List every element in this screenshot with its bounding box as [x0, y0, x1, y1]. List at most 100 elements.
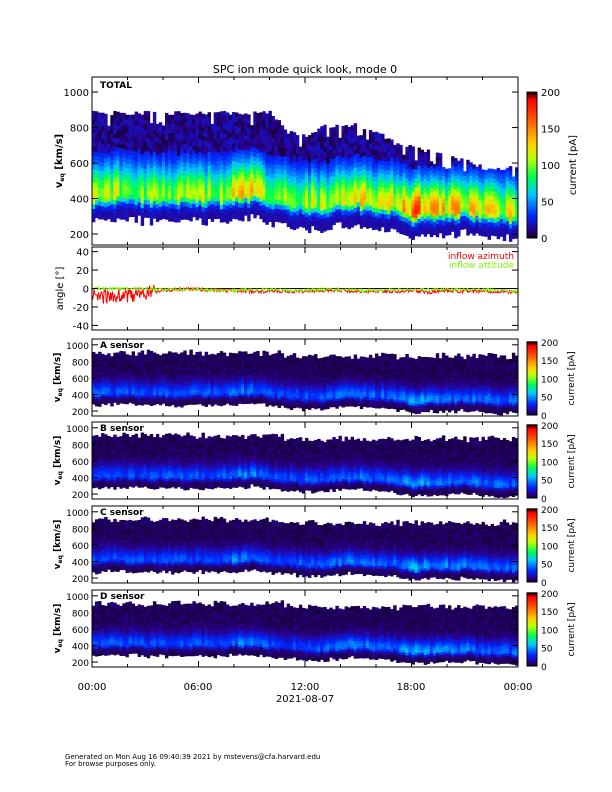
spectrogram-cell [280, 200, 285, 206]
spectrogram-cell [320, 188, 324, 194]
spectrogram-cell [235, 201, 239, 206]
spectrogram-cell [332, 367, 336, 370]
spectrogram-cell [335, 204, 339, 210]
spectrogram-cell [408, 176, 412, 181]
spectrogram-cell [259, 116, 263, 122]
spectrogram-cell [515, 207, 519, 212]
spectrogram-cell [375, 140, 379, 146]
spectrogram-cell [375, 136, 379, 141]
spectrogram-cell [298, 204, 303, 210]
spectrogram-cell [137, 166, 141, 172]
spectrogram-cell [192, 137, 196, 142]
spectrogram-cell [213, 130, 218, 135]
spectrogram-cell [305, 381, 309, 385]
spectrogram-cell [207, 174, 211, 180]
spectrogram-cell [110, 186, 114, 191]
spectrogram-cell [335, 358, 339, 362]
spectrogram-cell [408, 211, 412, 217]
spectrogram-cell [323, 222, 327, 227]
spectrogram-cell [308, 387, 312, 390]
spectrogram-cell [445, 204, 449, 209]
spectrogram-cell [362, 222, 367, 228]
spectrogram-cell [210, 398, 215, 402]
spectrogram-cell [98, 174, 102, 180]
spectrogram-cell [268, 365, 272, 369]
spectrogram-cell [286, 217, 291, 223]
spectrogram-cell [371, 176, 376, 182]
spectrogram-cell [371, 154, 376, 160]
spectrogram-cell [228, 380, 233, 383]
spectrogram-cell [350, 391, 354, 395]
spectrogram-cell [95, 182, 99, 188]
spectrogram-cell [98, 379, 102, 382]
spectrogram-cell [219, 173, 224, 179]
spectrogram-cell [119, 350, 123, 354]
spectrogram-cell [250, 380, 254, 384]
spectrogram-cell [107, 385, 111, 389]
spectrogram-cell [189, 364, 193, 368]
spectrogram-cell [213, 396, 218, 400]
spectrogram-cell [128, 185, 132, 191]
spectrogram-cell [359, 184, 364, 189]
spectrogram-cell [423, 152, 428, 157]
spectrogram-cell [396, 161, 400, 166]
spectrogram-cell [195, 149, 199, 154]
spectrogram-cell [338, 373, 342, 377]
spectrogram-cell [238, 184, 242, 190]
spectrogram-cell [107, 360, 111, 364]
spectrogram-cell [143, 204, 148, 209]
spectrogram-cell [277, 204, 281, 210]
spectrogram-cell [277, 177, 281, 183]
spectrogram-cell [92, 352, 96, 355]
spectrogram-cell [448, 212, 452, 218]
spectrogram-cell [210, 401, 215, 404]
spectrogram-cell [262, 400, 266, 404]
spectrogram-cell [323, 213, 327, 219]
spectrogram-cell [216, 375, 221, 379]
spectrogram-cell [241, 158, 245, 164]
spectrogram-cell [460, 220, 464, 226]
spectrogram-cell [119, 210, 123, 216]
spectrogram-cell [277, 377, 281, 381]
spectrogram-cell [113, 119, 117, 125]
spectrogram-cell [168, 386, 172, 389]
y-tick-label: 1000 [64, 88, 89, 99]
spectrogram-cell [92, 354, 96, 358]
spectrogram-cell [177, 213, 181, 218]
spectrogram-cell [277, 387, 281, 391]
spectrogram-cell [180, 152, 184, 158]
spectrogram-cell [219, 390, 224, 394]
spectrogram-cell [286, 405, 291, 409]
spectrogram-cell [305, 386, 309, 389]
spectrogram-cell [426, 185, 431, 190]
spectrogram-cell [298, 360, 303, 364]
spectrogram-cell [502, 231, 507, 237]
spectrogram-cell [302, 368, 306, 372]
spectrogram-cell [347, 403, 351, 407]
spectrogram-cell [250, 196, 254, 201]
spectrogram-cell [165, 112, 169, 118]
spectrogram-cell [326, 373, 330, 377]
spectrogram-cell [341, 359, 345, 363]
spectrogram-cell [149, 176, 154, 182]
spectrogram-cell [244, 126, 248, 132]
spectrogram-cell [222, 217, 227, 223]
spectrogram-cell [207, 165, 211, 171]
spectrogram-cell [222, 111, 227, 116]
spectrogram-cell [256, 197, 260, 202]
spectrogram-cell [286, 173, 291, 179]
spectrogram-cell [277, 385, 281, 389]
spectrogram-cell [478, 213, 482, 218]
spectrogram-cell [195, 401, 199, 405]
spectrogram-cell [241, 150, 245, 155]
spectrogram-cell [232, 156, 236, 162]
spectrogram-cell [183, 385, 187, 389]
spectrogram-cell [445, 221, 449, 227]
spectrogram-cell [292, 375, 297, 379]
spectrogram-cell [298, 173, 303, 179]
spectrogram-cell [332, 162, 336, 168]
spectrogram-cell [350, 187, 354, 193]
spectrogram-cell [152, 178, 157, 184]
spectrogram-cell [341, 384, 345, 388]
spectrogram-cell [423, 169, 428, 175]
